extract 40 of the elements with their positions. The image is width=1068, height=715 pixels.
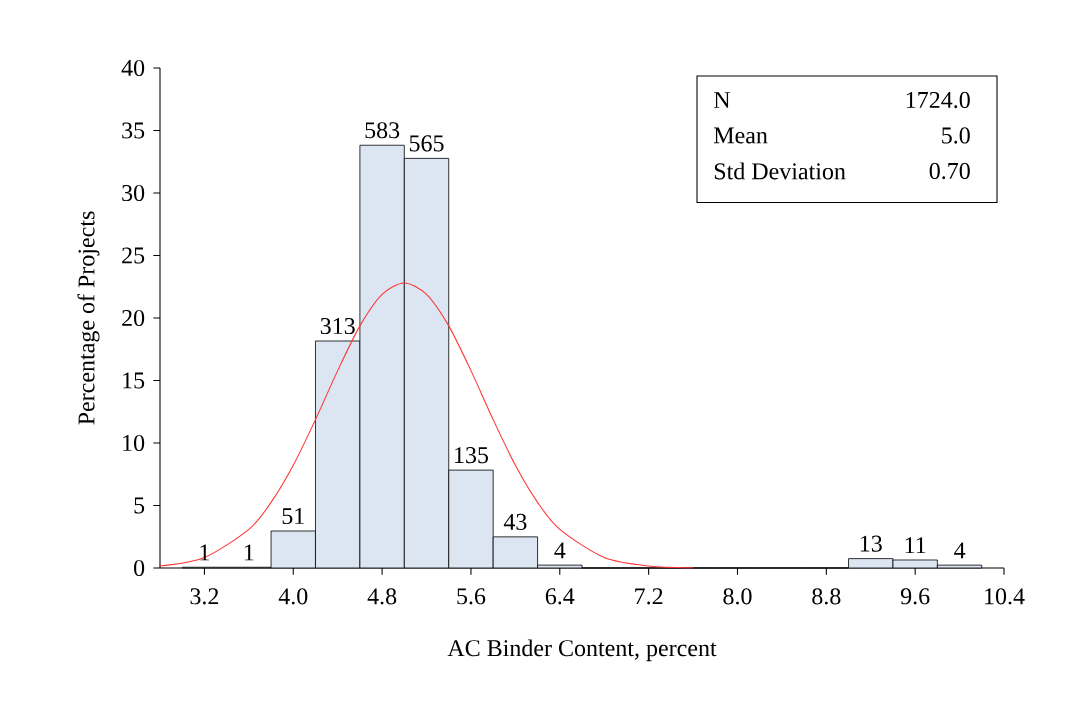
annotation: 0.70	[929, 162, 970, 180]
annotation: 51	[282, 508, 304, 525]
annotation: Std Deviation	[714, 162, 846, 180]
y-tick-label: 25	[122, 247, 145, 264]
x-tick-label: 9.6	[900, 588, 930, 605]
x-tick-label: 10.4	[985, 588, 1025, 605]
annotation: 5.0	[942, 127, 970, 144]
annotation: 11	[905, 537, 926, 554]
y-tick-label: 20	[122, 309, 145, 327]
y-tick-label: 40	[121, 59, 145, 77]
x-tick-label: 6.4	[545, 588, 575, 605]
y-axis-title: Percentage of Projects	[77, 211, 100, 425]
annotation: Mean	[713, 127, 768, 144]
x-tick-label: 7.2	[635, 588, 663, 605]
annotation: 4	[554, 542, 566, 559]
x-tick-label: 5.6	[457, 588, 486, 605]
annotation: 43	[503, 513, 527, 530]
y-tick-label: 5	[134, 497, 145, 514]
annotation: 583	[365, 122, 400, 139]
x-tick-label: 4.0	[278, 588, 308, 605]
annotation: N	[713, 92, 731, 108]
annotation: 565	[409, 135, 444, 152]
y-tick-label: 15	[123, 372, 145, 389]
x-tick-label: 8.0	[723, 588, 752, 605]
annotation: 13	[860, 535, 882, 552]
annotation: 4	[954, 542, 966, 559]
x-tick-label: 4.8	[367, 588, 397, 605]
annotation: 313	[320, 317, 355, 335]
annotation: 1724.0	[906, 91, 970, 109]
annotation: 135	[455, 447, 489, 464]
y-tick-label: 10	[123, 434, 145, 452]
x-tick-label: 3.2	[190, 588, 219, 605]
line-series	[159, 282, 694, 569]
y-tick-label: 0	[134, 559, 145, 577]
x-axis-title: AC Binder Content, percent	[447, 639, 717, 662]
x-tick-label: 8.8	[812, 588, 841, 605]
annotation: 1	[200, 544, 209, 561]
y-tick-label: 30	[122, 184, 145, 202]
y-tick-label: 35	[122, 122, 145, 139]
annotation: 1	[244, 544, 254, 561]
